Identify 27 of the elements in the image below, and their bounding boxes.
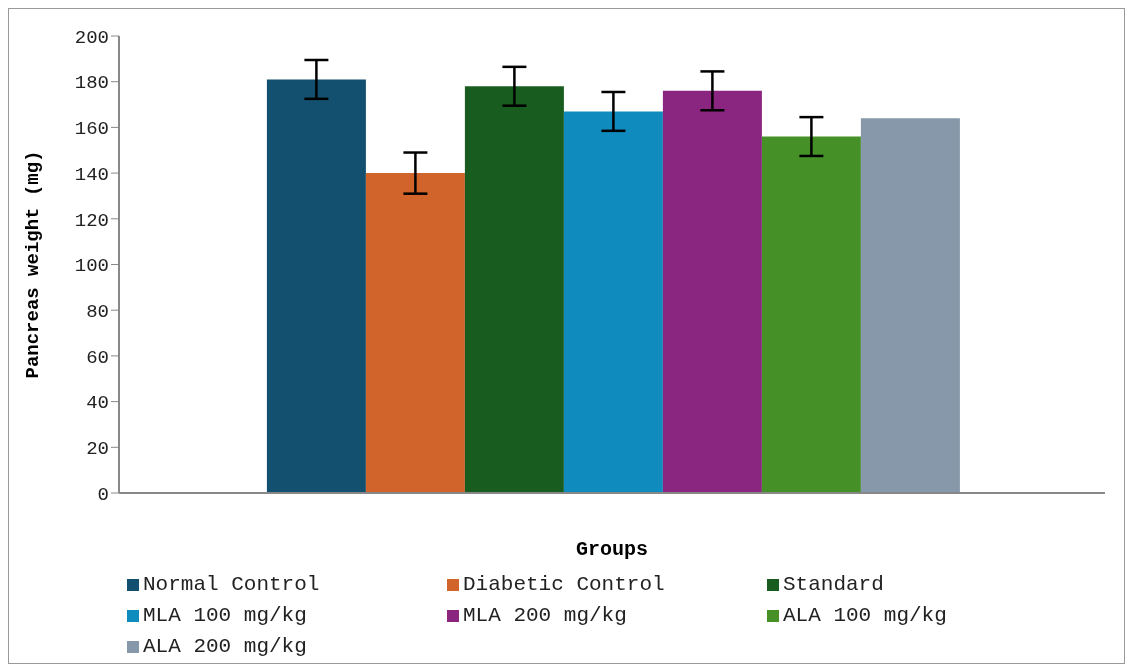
y-tick-label: 160 <box>74 118 109 141</box>
legend-label: Normal Control <box>143 572 320 598</box>
y-tick-label: 80 <box>86 300 109 323</box>
y-tick-label: 40 <box>86 392 109 415</box>
bar <box>365 173 465 493</box>
legend-label: MLA 200 mg/kg <box>463 603 627 629</box>
x-axis-title: Groups <box>575 538 649 561</box>
y-tick-label: 120 <box>74 209 109 232</box>
bar <box>266 79 366 493</box>
legend-label: ALA 100 mg/kg <box>783 603 947 629</box>
bar <box>860 118 960 493</box>
bar <box>761 136 861 493</box>
bar <box>464 86 564 493</box>
y-tick-label: 0 <box>97 483 109 506</box>
y-tick-label: 100 <box>74 255 109 278</box>
y-tick-label: 180 <box>74 72 109 95</box>
legend-label: MLA 100 mg/kg <box>143 603 307 629</box>
y-tick-label: 20 <box>86 438 109 461</box>
legend-label: Diabetic Control <box>463 572 665 598</box>
bar <box>563 111 663 493</box>
y-tick-label: 140 <box>74 163 109 186</box>
y-axis-title: Pancreas weight (mg) <box>21 150 44 379</box>
legend-label: ALA 200 mg/kg <box>143 634 307 660</box>
y-tick-label: 200 <box>74 26 109 49</box>
legend-label: Standard <box>783 572 884 598</box>
bar <box>662 90 762 493</box>
y-tick-label: 60 <box>86 346 109 369</box>
